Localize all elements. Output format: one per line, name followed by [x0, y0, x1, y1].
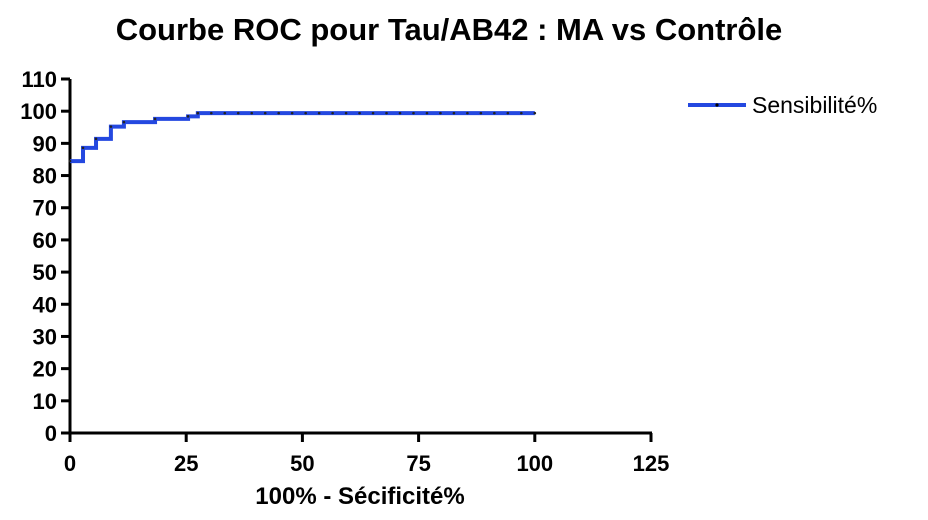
data-point	[439, 111, 442, 115]
data-point	[277, 111, 280, 115]
data-point	[466, 111, 469, 115]
data-point	[209, 111, 213, 115]
y-tick-label: 40	[33, 292, 57, 317]
data-point	[385, 111, 388, 115]
x-tick-label: 75	[406, 451, 430, 476]
y-tick-label: 60	[33, 228, 57, 253]
data-point	[223, 111, 227, 115]
x-tick-label: 100	[516, 451, 553, 476]
data-point	[479, 111, 483, 115]
data-point	[250, 111, 254, 115]
data-point	[317, 111, 321, 115]
y-tick-label: 20	[33, 357, 57, 382]
data-point	[412, 111, 415, 115]
data-point	[186, 115, 190, 118]
data-point	[304, 111, 307, 115]
y-tick-label: 50	[33, 260, 57, 285]
data-point	[358, 111, 361, 115]
data-point	[398, 111, 402, 115]
data-point	[109, 125, 113, 128]
data-point	[263, 111, 267, 115]
data-point	[81, 146, 85, 150]
y-tick-label: 0	[45, 421, 57, 446]
data-point	[452, 111, 456, 115]
data-point	[122, 120, 126, 124]
data-point	[68, 159, 72, 163]
y-tick-label: 90	[33, 131, 57, 156]
data-point	[196, 111, 200, 115]
y-tick-label: 70	[33, 196, 57, 221]
x-tick-label: 0	[64, 451, 76, 476]
data-point	[236, 111, 240, 115]
data-point	[153, 117, 157, 121]
x-axis-label: 100% - Sécificité%	[255, 483, 464, 510]
data-point	[425, 111, 429, 115]
x-tick-label: 125	[633, 451, 670, 476]
y-tick-label: 100	[20, 99, 57, 124]
data-point	[533, 111, 537, 115]
series-line-sensibilite	[70, 111, 535, 164]
x-axis-ticks: 0 25 50 75 100 125	[64, 433, 669, 476]
data-point	[94, 137, 98, 141]
y-tick-label: 80	[33, 164, 57, 189]
legend-label-sensibilite: Sensibilité%	[752, 92, 877, 118]
data-point	[344, 111, 348, 115]
legend-marker-sensibilite	[715, 103, 719, 107]
x-tick-label: 25	[174, 451, 198, 476]
y-tick-label: 30	[33, 324, 57, 349]
data-point	[506, 111, 510, 115]
series-layer	[68, 111, 537, 164]
legend: Sensibilité%	[688, 92, 877, 118]
y-tick-label: 110	[22, 67, 58, 92]
data-point	[290, 111, 294, 115]
data-point	[520, 111, 523, 115]
data-point	[493, 111, 496, 115]
chart-title: Courbe ROC pour Tau/AB42 : MA vs Contrôl…	[116, 12, 783, 47]
x-tick-label: 50	[290, 451, 314, 476]
data-point	[331, 111, 334, 115]
y-tick-label: 10	[33, 389, 57, 414]
data-point	[371, 111, 375, 115]
